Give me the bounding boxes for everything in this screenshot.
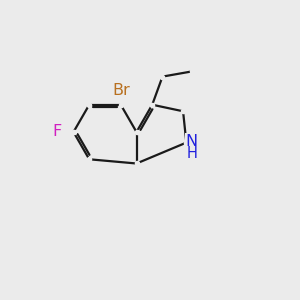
Text: N: N [186,134,198,149]
Text: Br: Br [112,83,130,98]
Text: H: H [186,146,197,161]
Text: F: F [52,124,62,140]
